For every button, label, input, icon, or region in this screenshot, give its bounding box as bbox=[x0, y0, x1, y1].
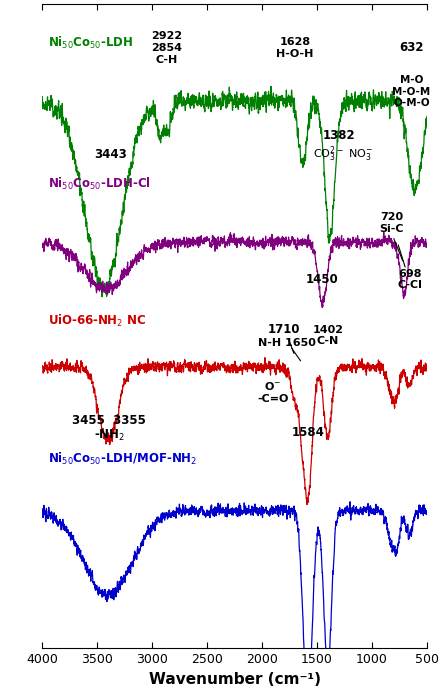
Text: Ni$_{50}$Co$_{50}$-LDH-Cl: Ni$_{50}$Co$_{50}$-LDH-Cl bbox=[48, 176, 151, 192]
Text: Ni$_{50}$Co$_{50}$-LDH/MOF-NH$_2$: Ni$_{50}$Co$_{50}$-LDH/MOF-NH$_2$ bbox=[48, 451, 197, 467]
Text: 1628
H-O-H: 1628 H-O-H bbox=[276, 37, 314, 59]
Text: O$^{-}$
-C=O: O$^{-}$ -C=O bbox=[257, 380, 289, 404]
Text: 698
C-Cl: 698 C-Cl bbox=[398, 269, 423, 290]
X-axis label: Wavenumber (cm⁻¹): Wavenumber (cm⁻¹) bbox=[148, 672, 321, 687]
Text: 720
Si-C: 720 Si-C bbox=[379, 212, 404, 234]
Text: 3443: 3443 bbox=[94, 148, 127, 161]
Text: 1710: 1710 bbox=[268, 323, 300, 336]
Text: M-O
M-O-M
O-M-O: M-O M-O-M O-M-O bbox=[392, 75, 431, 108]
Text: $\mathrm{CO_3^{2-}}$ $\mathrm{NO_3^{-}}$: $\mathrm{CO_3^{2-}}$ $\mathrm{NO_3^{-}}$ bbox=[313, 144, 373, 164]
Text: 632: 632 bbox=[399, 41, 424, 55]
Text: 3455  3355: 3455 3355 bbox=[72, 414, 146, 426]
Text: 2922
2854
C-H: 2922 2854 C-H bbox=[151, 31, 182, 64]
Text: -NH$_2$: -NH$_2$ bbox=[94, 428, 124, 444]
Text: 1450: 1450 bbox=[306, 273, 339, 286]
Text: N-H 1650: N-H 1650 bbox=[258, 338, 316, 348]
Text: UiO-66-NH$_2$ NC: UiO-66-NH$_2$ NC bbox=[48, 313, 146, 330]
Text: Ni$_{50}$Co$_{50}$-LDH: Ni$_{50}$Co$_{50}$-LDH bbox=[48, 35, 133, 51]
Text: 1402
C-N: 1402 C-N bbox=[312, 325, 343, 346]
Text: 1382: 1382 bbox=[323, 129, 355, 142]
Text: 1584: 1584 bbox=[291, 426, 324, 439]
